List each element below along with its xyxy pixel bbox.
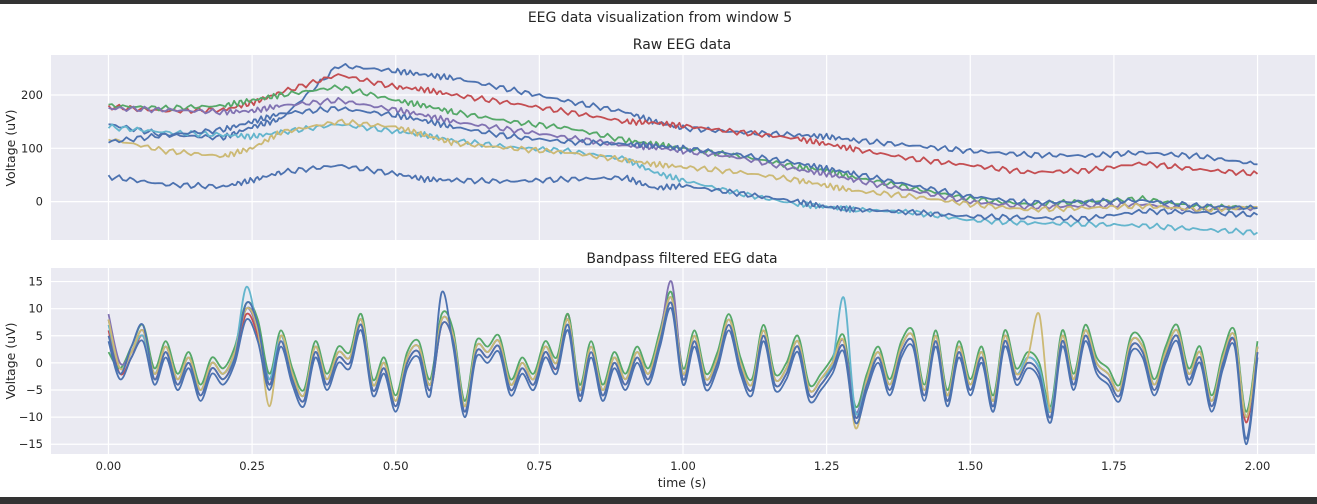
- panel-2-xticks: 0.00 0.25 0.50 0.75 1.00 1.25 1.50 1.75 2.00: [96, 459, 1271, 473]
- panel-2-xtick-label: 0.50: [383, 459, 409, 473]
- panel-2-ytick-label: −15: [19, 437, 43, 451]
- top-border: [0, 0, 1317, 4]
- panel-2-series-line: [107, 290, 1259, 446]
- panel-1-lines: [107, 63, 1259, 236]
- panel-1-ylabel: Voltage (uV): [3, 109, 18, 186]
- panel-1-grid: [51, 55, 1315, 240]
- panel-2-xtick-label: 1.50: [957, 459, 983, 473]
- figure-suptitle: EEG data visualization from window 5: [528, 10, 792, 26]
- panel-1-series-line: [107, 164, 1258, 223]
- panel-2-xtick-label: 0.00: [96, 459, 122, 473]
- panel-2-xtick-label: 1.25: [814, 459, 840, 473]
- bottom-border: [0, 497, 1317, 504]
- panel-2-ytick-label: 10: [28, 302, 43, 316]
- panel-2-xtick-label: 0.25: [239, 459, 265, 473]
- panel-2-series-line: [107, 290, 1259, 413]
- panel-2-lines: [107, 280, 1259, 446]
- panel-2-xtick-label: 0.75: [527, 459, 553, 473]
- panel-2-xtick-label: 1.00: [670, 459, 696, 473]
- panel-1-ytick-label: 0: [36, 195, 43, 209]
- panel-2-series-line: [107, 296, 1259, 430]
- panel-2-title: Bandpass filtered EEG data: [586, 251, 777, 267]
- panel-2-ytick-label: 0: [36, 356, 43, 370]
- figure-xlabel: time (s): [658, 475, 706, 490]
- panel-1-ytick-label: 100: [21, 141, 43, 155]
- panel-2-xtick-label: 2.00: [1245, 459, 1271, 473]
- panel-2-yticks: −15 −10 −5 0 5 10 15: [19, 275, 43, 452]
- panel-2-ytick-label: −10: [19, 410, 43, 424]
- panel-2-ytick-label: 5: [36, 329, 43, 343]
- panel-2-ytick-label: 15: [28, 275, 43, 289]
- panel-1-series-line: [108, 63, 1258, 166]
- panel-1-ytick-label: 200: [21, 88, 43, 102]
- panel-2-ylabel: Voltage (uV): [3, 322, 18, 399]
- panel-1-title: Raw EEG data: [633, 37, 731, 53]
- panel-2-xtick-label: 1.75: [1101, 459, 1127, 473]
- panel-1-series-line: [107, 123, 1258, 236]
- panel-1-series-line: [108, 106, 1258, 210]
- panel-1-series-line: [107, 73, 1259, 177]
- panel-2-ytick-label: −5: [26, 383, 43, 397]
- panel-1-series-line: [108, 118, 1258, 213]
- panel-1-series-line: [108, 96, 1258, 213]
- panel-1-yticks: 0 100 200: [21, 88, 43, 209]
